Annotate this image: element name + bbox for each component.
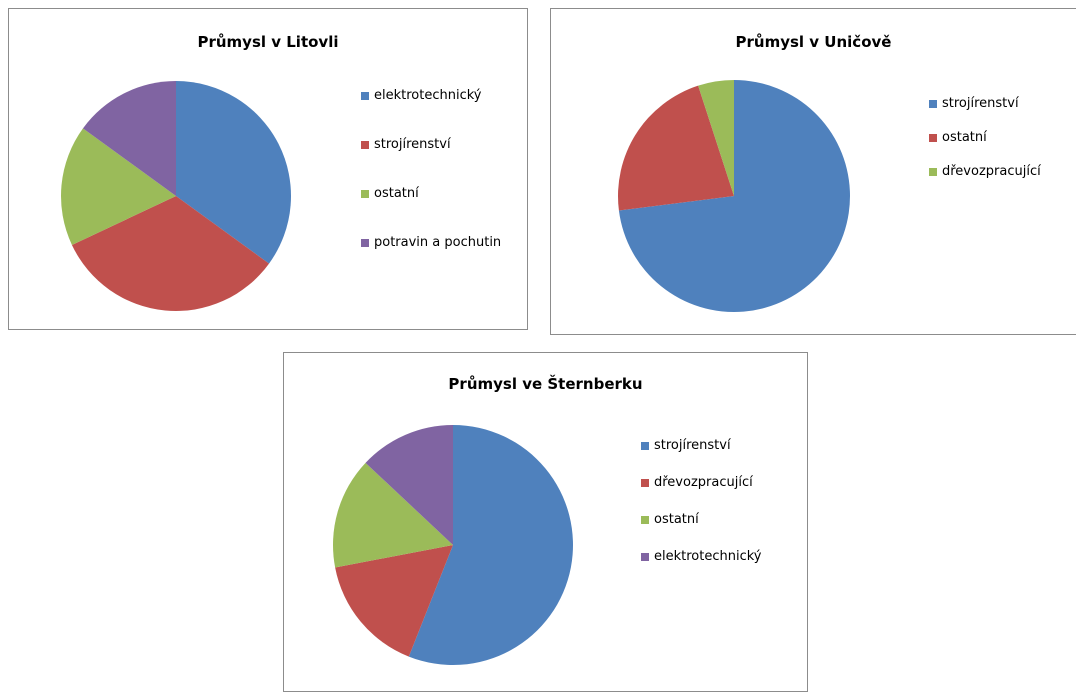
legend-label: strojírenství	[654, 438, 731, 453]
legend-swatch	[361, 92, 369, 100]
legend-swatch	[929, 100, 937, 108]
legend-swatch	[929, 134, 937, 142]
legend-swatch	[641, 442, 649, 450]
legend-label: ostatní	[374, 186, 419, 201]
chart-title: Průmysl v Uničově	[735, 33, 892, 51]
pie-slice	[618, 85, 734, 211]
legend-label: dřevozpracující	[654, 475, 753, 490]
legend-swatch	[641, 553, 649, 561]
legend-label: strojírenství	[374, 137, 451, 152]
pie-slice	[618, 80, 850, 312]
legend-entry: elektrotechnický	[361, 85, 511, 107]
pie-slice	[82, 81, 176, 196]
pie-area	[333, 425, 573, 665]
legend-swatch	[361, 190, 369, 198]
legend-label: potravin a pochutin	[374, 235, 502, 250]
chart-title: Průmysl ve Šternberku	[448, 375, 643, 393]
pie-slice	[71, 196, 270, 312]
legend-entry: strojírenství	[361, 134, 511, 156]
legend-label: elektrotechnický	[374, 88, 482, 103]
legend-label: ostatní	[942, 130, 987, 145]
pie-slice	[61, 128, 177, 245]
pie-area	[618, 80, 850, 312]
legend-label: strojírenství	[942, 96, 1019, 111]
legend-entry: ostatní	[641, 509, 791, 531]
pie-slice	[333, 462, 453, 568]
pie-area	[61, 81, 291, 312]
chart-panel: strojírenství dřevozpracující ostatní elekt…	[283, 352, 808, 692]
chart-panel: strojírenství ostatní dřevozpracující Průmy…	[550, 8, 1076, 335]
legend-entry: strojírenství	[641, 435, 791, 457]
legend-label: dřevozpracující	[942, 164, 1041, 179]
chart-title: Průmysl v Litovli	[197, 33, 339, 51]
pie-slice	[408, 425, 573, 665]
pie-slice	[176, 81, 291, 264]
legend-swatch	[641, 516, 649, 524]
legend-entry: dřevozpracující	[929, 161, 1076, 183]
legend-swatch	[641, 479, 649, 487]
pie-slice	[335, 545, 453, 657]
legend-entry: potravin a pochutin	[361, 232, 511, 254]
legend-swatch	[361, 141, 369, 149]
pie-slice	[698, 80, 734, 196]
legend-label: elektrotechnický	[654, 549, 762, 564]
legend-entry: ostatní	[929, 127, 1076, 149]
legend-entry: ostatní	[361, 183, 511, 205]
legend-entry: strojírenství	[929, 93, 1076, 115]
legend-label: ostatní	[654, 512, 699, 527]
legend-swatch	[929, 168, 937, 176]
legend-entry: dřevozpracující	[641, 472, 791, 494]
legend-entry: elektrotechnický	[641, 546, 791, 568]
pie-slice	[365, 425, 453, 545]
chart-panel: elektrotechnický strojírenství ostatní potr…	[8, 8, 528, 330]
legend-swatch	[361, 239, 369, 247]
